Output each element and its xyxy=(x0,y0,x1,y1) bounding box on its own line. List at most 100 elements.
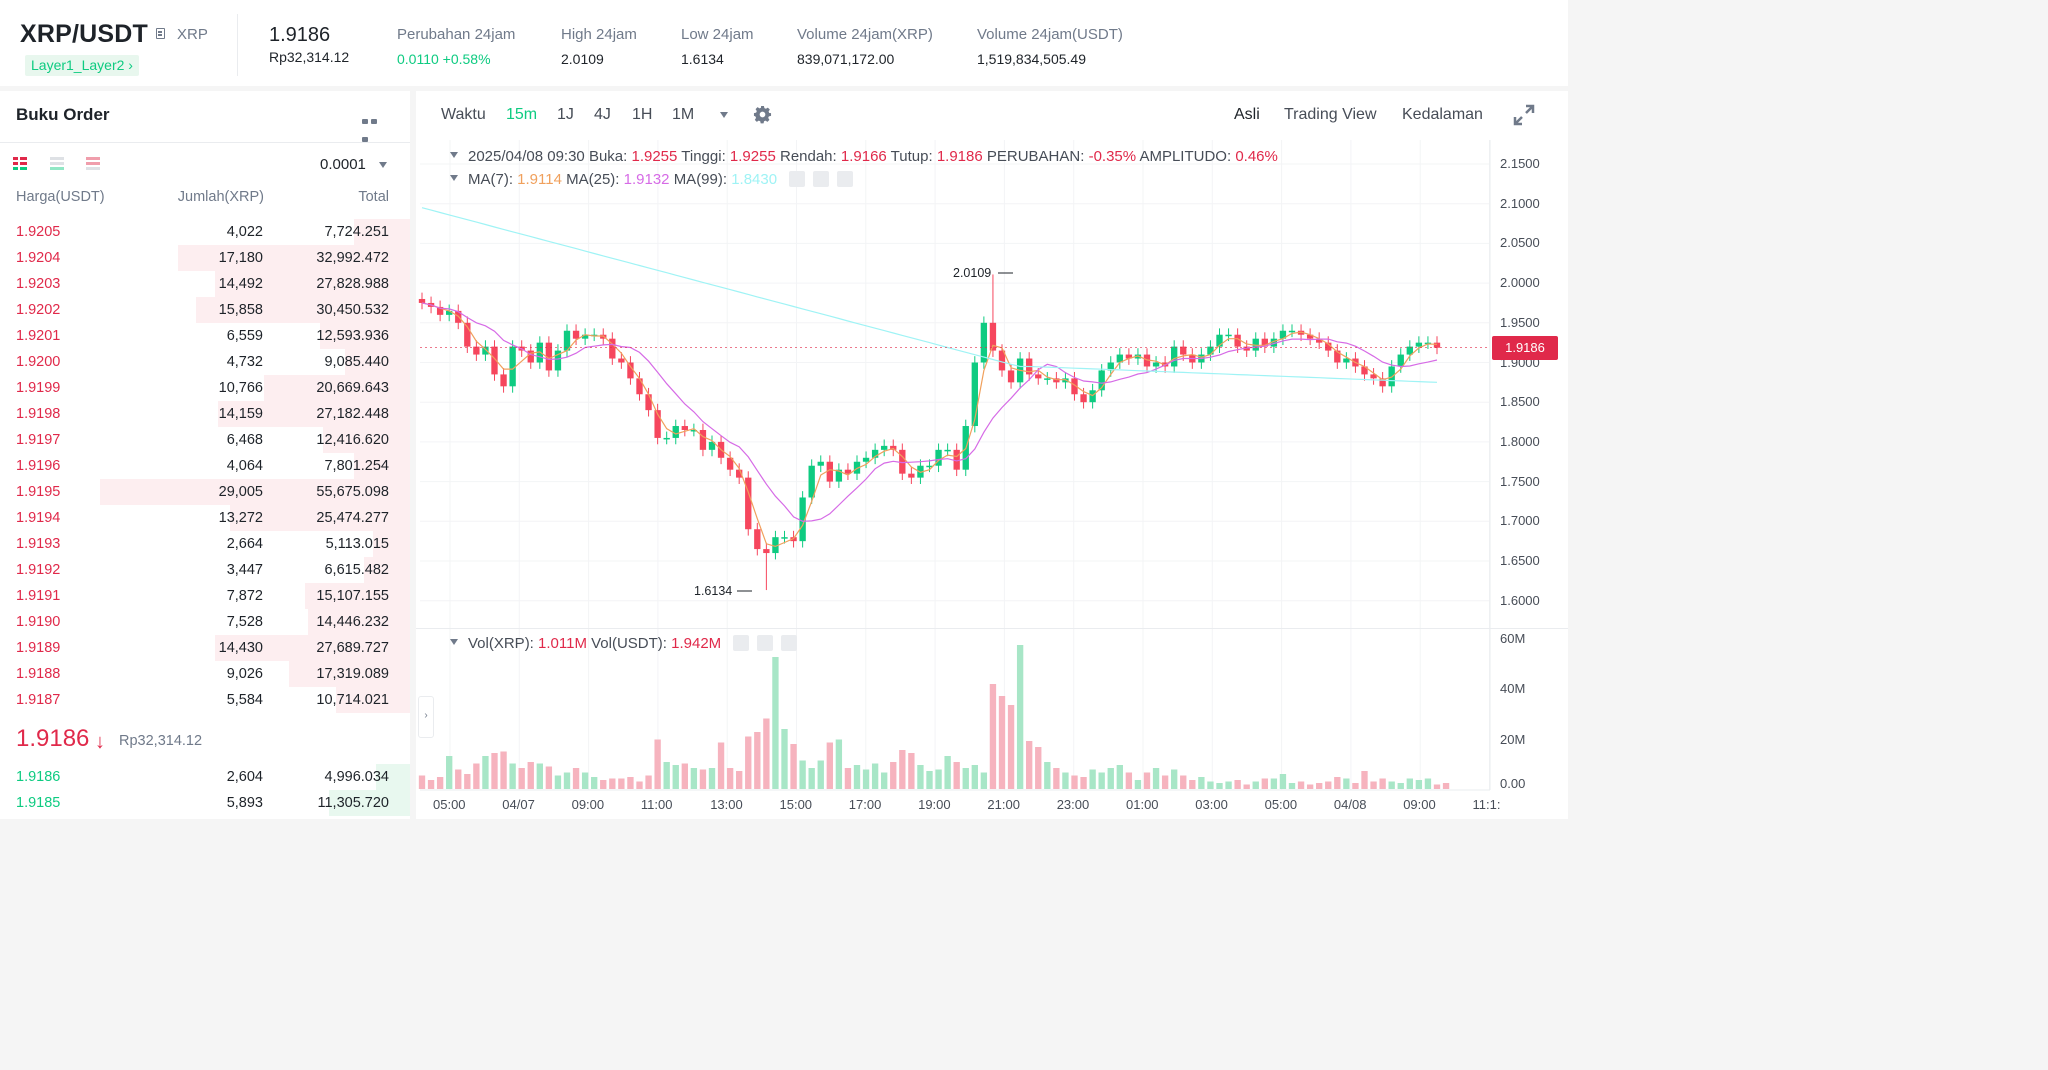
volume-bar xyxy=(1279,774,1287,789)
gear-icon[interactable] xyxy=(753,105,772,124)
candle-body xyxy=(654,410,661,438)
row-total: 27,182.448 xyxy=(316,406,389,422)
candle-body xyxy=(1370,374,1377,379)
candle-body xyxy=(1316,338,1323,343)
ask-row[interactable]: 1.9189 14,430 27,689.727 xyxy=(0,635,410,661)
view-asks-icon[interactable] xyxy=(86,157,100,171)
ask-row[interactable]: 1.9200 4,732 9,085.440 xyxy=(0,349,410,375)
volume-bar xyxy=(790,744,797,789)
row-price: 1.9187 xyxy=(16,692,61,708)
candle-body xyxy=(998,350,1006,371)
candle-body xyxy=(618,358,625,363)
order-book-last-price: 1.9186 xyxy=(16,725,90,752)
ask-row[interactable]: 1.9192 3,447 6,615.482 xyxy=(0,557,410,583)
ask-row[interactable]: 1.9203 14,492 27,828.988 xyxy=(0,271,410,297)
bid-row[interactable]: 1.9186 2,604 4,996.034 xyxy=(0,764,410,790)
chevron-down-icon[interactable] xyxy=(720,112,728,118)
ask-row[interactable]: 1.9196 4,064 7,801.254 xyxy=(0,453,410,479)
volume-bar xyxy=(500,751,507,789)
low-marker: 1.6134 xyxy=(694,584,733,598)
volume-bar xyxy=(1406,778,1413,789)
collapse-icon[interactable] xyxy=(450,175,458,181)
candle-body xyxy=(1252,338,1259,351)
ask-row[interactable]: 1.9194 13,272 25,474.277 xyxy=(0,505,410,531)
row-amount: 4,732 xyxy=(226,354,263,370)
expand-side-button[interactable]: › xyxy=(418,696,434,738)
ask-row[interactable]: 1.9188 9,026 17,319.089 xyxy=(0,661,410,687)
y-tick: 1.6500 xyxy=(1500,553,1540,568)
candle-body xyxy=(953,449,960,470)
order-book-last-price-idr: Rp32,314.12 xyxy=(119,733,203,749)
volume-bar xyxy=(446,756,453,789)
row-total: 10,714.021 xyxy=(316,692,389,708)
stat-value: 839,071,172.00 xyxy=(797,51,895,67)
settings-small-icon[interactable] xyxy=(757,635,774,651)
row-price: 1.9198 xyxy=(16,406,61,422)
x-tick: 21:00 xyxy=(987,797,1020,812)
high-value: 1.9255 xyxy=(729,148,776,165)
collapse-icon[interactable] xyxy=(450,152,458,158)
bid-row[interactable]: 1.9185 5,893 11,305.720 xyxy=(0,790,410,816)
coin-symbol[interactable]: XRP xyxy=(177,26,208,43)
ask-row[interactable]: 1.9198 14,159 27,182.448 xyxy=(0,401,410,427)
settings-small-icon[interactable] xyxy=(813,171,830,187)
row-amount: 14,492 xyxy=(218,276,263,292)
chevron-down-icon[interactable] xyxy=(379,162,387,168)
close-value: 1.9186 xyxy=(936,148,983,165)
volume-bar xyxy=(1397,783,1404,789)
ask-row[interactable]: 1.9202 15,858 30,450.532 xyxy=(0,297,410,323)
high-label: Tinggi: xyxy=(681,148,726,165)
interval-tab[interactable]: 1H xyxy=(632,106,653,123)
ask-row[interactable]: 1.9195 29,005 55,675.098 xyxy=(0,479,410,505)
collapse-icon[interactable] xyxy=(450,639,458,645)
interval-tab[interactable]: 15m xyxy=(506,106,538,123)
ask-row[interactable]: 1.9199 10,766 20,669.643 xyxy=(0,375,410,401)
header-last-price-idr: Rp32,314.12 xyxy=(269,49,350,65)
coin-info-icon[interactable] xyxy=(156,28,165,39)
candle-body xyxy=(572,330,580,339)
candlestick-chart[interactable] xyxy=(0,0,1568,819)
ma7-value: 1.9114 xyxy=(517,171,562,188)
view-bids-icon[interactable] xyxy=(50,157,64,171)
candle-body xyxy=(763,549,770,554)
more-icon[interactable] xyxy=(362,111,386,142)
interval-tab[interactable]: 4J xyxy=(594,106,611,123)
ask-row[interactable]: 1.9205 4,022 7,724.251 xyxy=(0,219,410,245)
volume-bar xyxy=(736,771,743,789)
volume-bar xyxy=(1252,781,1259,789)
volume-bar xyxy=(853,765,861,789)
volume-bar xyxy=(600,780,607,789)
row-total: 20,669.643 xyxy=(316,380,389,396)
pair-title[interactable]: XRP/USDT xyxy=(20,20,149,48)
ask-row[interactable]: 1.9193 2,664 5,113.015 xyxy=(0,531,410,557)
expand-icon[interactable] xyxy=(1513,104,1535,126)
volume-bar xyxy=(890,762,897,789)
ask-row[interactable]: 1.9187 5,584 10,714.021 xyxy=(0,687,410,713)
volume-bar xyxy=(772,657,779,789)
ask-row[interactable]: 1.9197 6,468 12,416.620 xyxy=(0,427,410,453)
close-icon[interactable] xyxy=(837,171,854,187)
eye-icon[interactable] xyxy=(733,635,750,651)
volume-bar xyxy=(1306,784,1314,789)
view-tab[interactable]: Kedalaman xyxy=(1402,106,1483,123)
ask-row[interactable]: 1.9201 6,559 12,593.936 xyxy=(0,323,410,349)
close-icon[interactable] xyxy=(781,635,798,651)
amp-value: 0.46% xyxy=(1235,148,1278,165)
interval-tab[interactable]: 1M xyxy=(672,106,695,123)
ask-row[interactable]: 1.9204 17,180 32,992.472 xyxy=(0,245,410,271)
candle-body xyxy=(935,449,942,466)
candle-body xyxy=(545,342,553,371)
volume-bar xyxy=(1325,781,1332,789)
view-tab[interactable]: Trading View xyxy=(1284,106,1377,123)
ask-row[interactable]: 1.9191 7,872 15,107.155 xyxy=(0,583,410,609)
row-total: 27,689.727 xyxy=(316,640,389,656)
interval-tab[interactable]: 1J xyxy=(557,106,574,123)
interval-tab[interactable]: Waktu xyxy=(441,106,486,123)
view-both-icon[interactable] xyxy=(13,157,27,171)
category-tag[interactable]: Layer1_Layer2 › xyxy=(25,55,139,76)
vol-xrp-label: Vol(XRP): xyxy=(468,635,534,652)
eye-icon[interactable] xyxy=(789,171,806,187)
ask-row[interactable]: 1.9190 7,528 14,446.232 xyxy=(0,609,410,635)
precision-select[interactable]: 0.0001 xyxy=(320,156,366,173)
view-tab[interactable]: Asli xyxy=(1234,106,1260,123)
